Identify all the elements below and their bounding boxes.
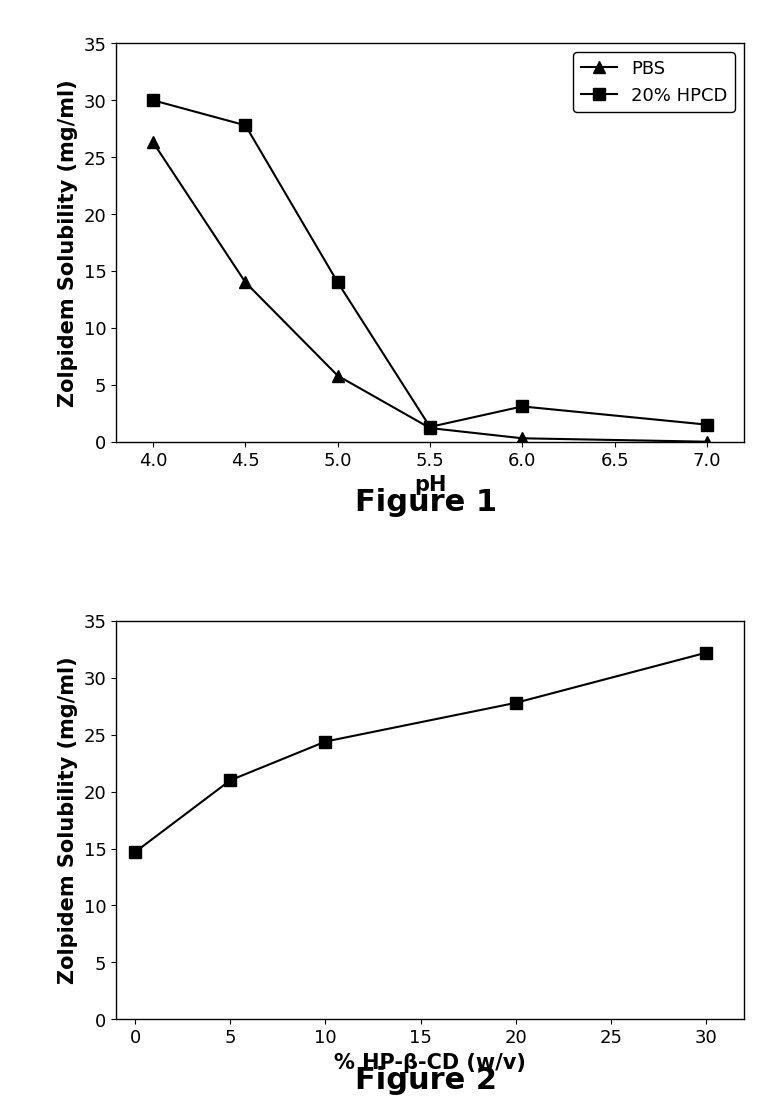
Line: 20% HPCD: 20% HPCD: [147, 95, 712, 433]
X-axis label: pH: pH: [413, 476, 446, 495]
Y-axis label: Zolpidem Solubility (mg/ml): Zolpidem Solubility (mg/ml): [58, 657, 78, 984]
20% HPCD: [701, 419, 711, 432]
X-axis label: % HP-β-CD (w/v): % HP-β-CD (w/v): [334, 1052, 526, 1073]
PBS: [425, 422, 434, 435]
PBS: [701, 435, 711, 448]
PBS: [149, 136, 158, 149]
PBS: [517, 432, 526, 445]
20% HPCD: [425, 421, 434, 434]
PBS: [241, 276, 250, 289]
20% HPCD: [517, 400, 526, 413]
20% HPCD: [241, 119, 250, 133]
PBS: [333, 369, 342, 383]
20% HPCD: [149, 94, 158, 107]
Text: Figure 1: Figure 1: [354, 488, 497, 516]
Text: Figure 2: Figure 2: [354, 1065, 497, 1094]
20% HPCD: [333, 276, 342, 289]
Legend: PBS, 20% HPCD: PBS, 20% HPCD: [573, 53, 734, 112]
Y-axis label: Zolpidem Solubility (mg/ml): Zolpidem Solubility (mg/ml): [58, 79, 78, 407]
Line: PBS: PBS: [147, 137, 712, 447]
